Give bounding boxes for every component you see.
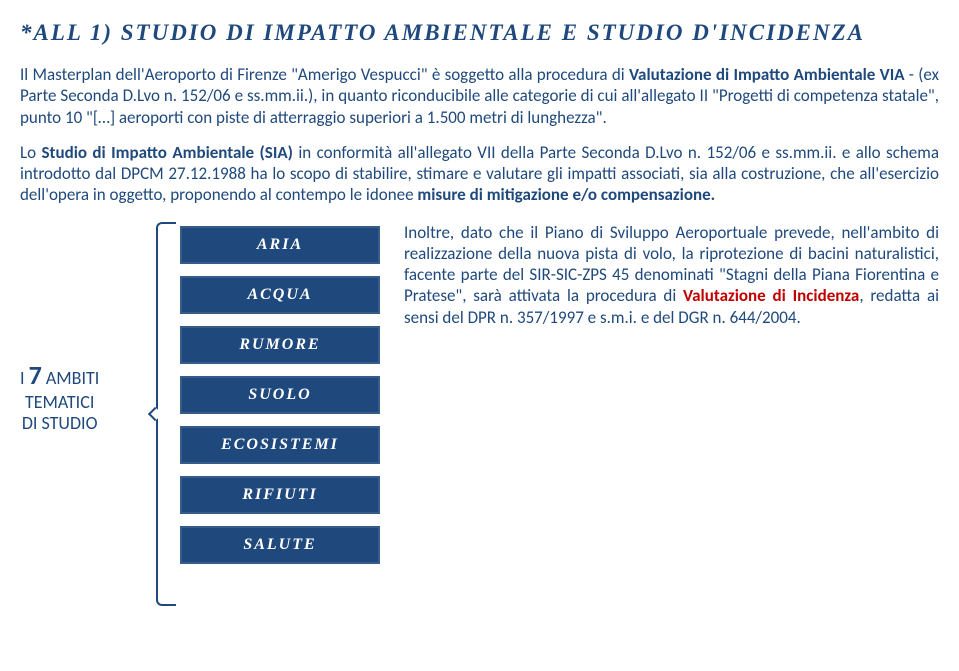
box-rifiuti: RIFIUTI: [180, 476, 380, 514]
p2-bold1: Studio di Impatto Ambientale (SIA): [42, 142, 293, 163]
ambiti-post: AMBITI: [42, 367, 100, 389]
ambiti-column: I 7 AMBITI TEMATICI DI STUDIO: [20, 222, 150, 564]
box-suolo: SUOLO: [180, 376, 380, 414]
paragraph-2: Lo Studio di Impatto Ambientale (SIA) in…: [20, 142, 939, 206]
box-ecosistemi: ECOSISTEMI: [180, 426, 380, 464]
ambiti-line2: TEMATICI: [20, 392, 99, 414]
paragraph-1: Il Masterplan dell'Aeroporto di Firenze …: [20, 64, 939, 128]
box-rumore: RUMORE: [180, 326, 380, 364]
p2-pre: Lo: [20, 142, 42, 163]
p1-bold: Valutazione di Impatto Ambientale VIA: [629, 64, 905, 85]
right-red: Valutazione di Incidenza: [683, 285, 859, 306]
ambiti-big: 7: [29, 359, 42, 391]
right-paragraph: Inoltre, dato che il Piano di Sviluppo A…: [404, 222, 939, 328]
page-title: *ALL 1) STUDIO DI IMPATTO AMBIENTALE E S…: [20, 20, 939, 46]
curly-bracket-icon: [156, 222, 176, 606]
boxes-column: ARIA ACQUA RUMORE SUOLO ECOSISTEMI RIFIU…: [180, 222, 380, 564]
bracket-column: [150, 222, 180, 564]
ambiti-line1: I 7 AMBITI: [20, 360, 99, 391]
box-acqua: ACQUA: [180, 276, 380, 314]
p1-pre: Il Masterplan dell'Aeroporto di Firenze …: [20, 64, 629, 85]
box-salute: SALUTE: [180, 526, 380, 564]
right-column: Inoltre, dato che il Piano di Sviluppo A…: [380, 222, 939, 564]
ambiti-line3: DI STUDIO: [20, 413, 99, 435]
p2-bold2: misure di mitigazione e/o compensazione.: [417, 184, 715, 205]
ambiti-label: I 7 AMBITI TEMATICI DI STUDIO: [20, 360, 99, 434]
lower-section: I 7 AMBITI TEMATICI DI STUDIO ARIA ACQUA…: [20, 222, 939, 564]
box-aria: ARIA: [180, 226, 380, 264]
ambiti-pre: I: [20, 367, 29, 389]
